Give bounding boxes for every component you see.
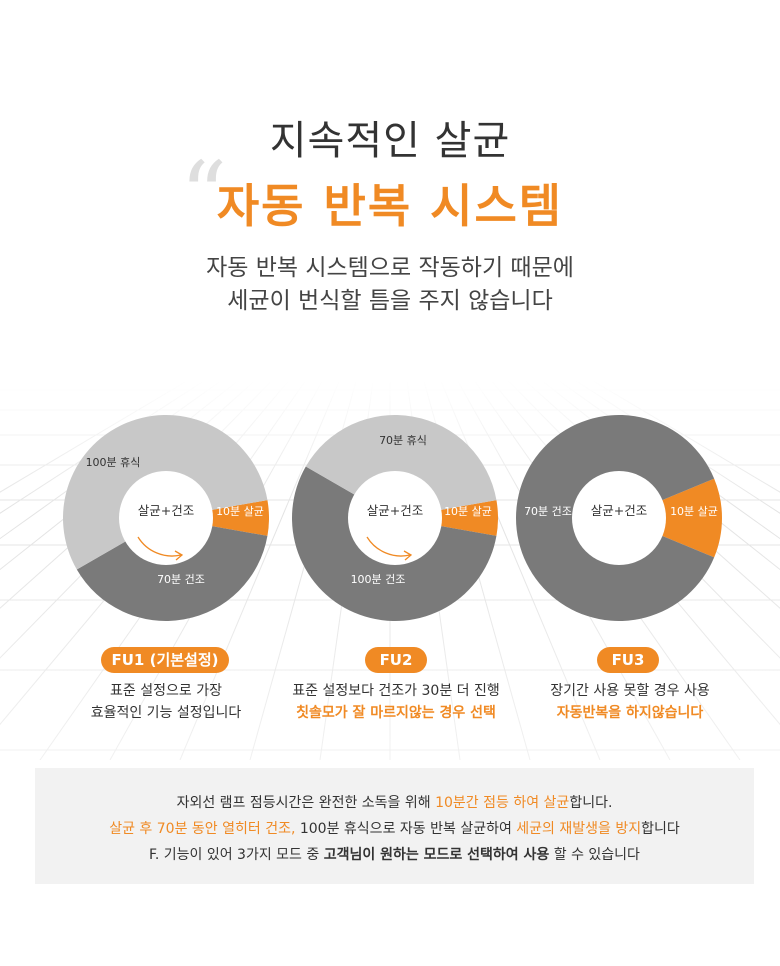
segment-label-dry: 100분 건조: [351, 573, 406, 586]
segment-label-dry: 70분 건조: [524, 505, 572, 518]
desc-line-1: 표준 설정으로 가장: [110, 683, 222, 699]
donut-segment-2: [305, 415, 497, 518]
arrow-head-icon: [174, 550, 184, 561]
mode-fu2-donut: 살균+건조 10분 살균 100분 건조 70분 휴식: [292, 415, 498, 621]
notice-highlight: 세균의 재발생을 방지: [516, 821, 642, 837]
segment-label-dry: 70분 건조: [157, 573, 205, 586]
notice-text-span: 100분 휴식으로 자동 반복 살균하여: [295, 821, 517, 837]
mode-badge-fu3: FU3: [597, 647, 659, 673]
desc-line-2-highlight: 자동반복을 하지않습니다: [556, 705, 704, 721]
segment-label-sterilize: 10분 살균: [444, 505, 492, 518]
mode-fu1-description: 표준 설정으로 가장 효율적인 기능 설정입니다: [41, 680, 291, 724]
notice-text-span: 합니다.: [569, 795, 613, 811]
notice-text-span: F. 기능이 있어 3가지 모드 중: [149, 847, 324, 863]
subtitle-line-2: 세균이 번식할 틈을 주지 않습니다: [227, 288, 553, 314]
segment-label-sterilize: 10분 살균: [670, 505, 718, 518]
mode-fu1-donut: 살균+건조 10분 살균 70분 건조 100분 휴식: [63, 415, 269, 621]
donut-segment-0: [166, 500, 269, 536]
notice-text-span: 자외선 램프 점등시간은 완전한 소독을 위해: [176, 795, 436, 811]
quote-mark: “: [180, 142, 228, 249]
desc-line-1: 표준 설정보다 건조가 30분 더 진행: [292, 683, 500, 699]
segment-label-rest: 100분 휴식: [86, 456, 141, 469]
notice-bold: 고객님이 원하는 모드로 선택하여 사용: [323, 847, 550, 863]
notice-line-2: 살균 후 70분 동안 열히터 건조, 100분 휴식으로 자동 반복 살균하여…: [35, 816, 754, 842]
mode-fu2-description: 표준 설정보다 건조가 30분 더 진행 칫솔모가 잘 마르지않는 경우 선택: [271, 680, 521, 724]
segment-label-sterilize: 10분 살균: [216, 505, 264, 518]
donut-hole: [572, 471, 666, 565]
notice-text: 자외선 램프 점등시간은 완전한 소독을 위해 10분간 점등 하여 살균합니다…: [35, 790, 754, 868]
subtitle-line-1: 자동 반복 시스템으로 작동하기 때문에: [206, 255, 574, 281]
notice-highlight: 살균 후 70분 동안 열히터 건조,: [109, 821, 296, 837]
arrow-head-icon: [403, 550, 413, 561]
desc-line-1: 장기간 사용 못할 경우 사용: [550, 683, 710, 699]
notice-highlight: 10분간 점등 하여 살균: [435, 795, 570, 811]
page-subtitle: 자동 반복 시스템으로 작동하기 때문에 세균이 번식할 틈을 주지 않습니다: [0, 252, 780, 318]
desc-line-2-highlight: 칫솔모가 잘 마르지않는 경우 선택: [296, 705, 496, 721]
cycle-arrow-icon: [137, 536, 182, 557]
notice-line-1: 자외선 램프 점등시간은 완전한 소독을 위해 10분간 점등 하여 살균합니다…: [35, 790, 754, 816]
center-label: 살균+건조: [367, 503, 423, 518]
donut-segment-0: [619, 478, 722, 558]
segment-label-rest: 70분 휴식: [379, 434, 427, 447]
notice-text-span: 할 수 있습니다: [549, 847, 640, 863]
center-label: 살균+건조: [591, 503, 647, 518]
mode-badge-fu1: FU1 (기본설정): [101, 647, 229, 673]
cycle-arrow-icon: [366, 536, 411, 557]
mode-fu3-donut: 살균+건조 10분 살균 70분 건조: [516, 415, 722, 621]
donut-segment-1: [76, 518, 268, 621]
notice-box: [35, 768, 754, 884]
mode-fu3-description: 장기간 사용 못할 경우 사용 자동반복을 하지않습니다: [505, 680, 755, 724]
page-title-highlight: 자동 반복 시스템: [216, 179, 564, 233]
mode-badge-fu2: FU2: [365, 647, 427, 673]
desc-line-2: 효율적인 기능 설정입니다: [90, 705, 242, 721]
notice-line-3: F. 기능이 있어 3가지 모드 중 고객님이 원하는 모드로 선택하여 사용 …: [35, 842, 754, 868]
center-label: 살균+건조: [138, 503, 194, 518]
page-title: 지속적인 살균: [269, 118, 511, 164]
donut-segment-0: [395, 500, 498, 536]
donut-hole: [348, 471, 442, 565]
notice-text-span: 합니다: [641, 821, 680, 837]
donut-hole: [119, 471, 213, 565]
